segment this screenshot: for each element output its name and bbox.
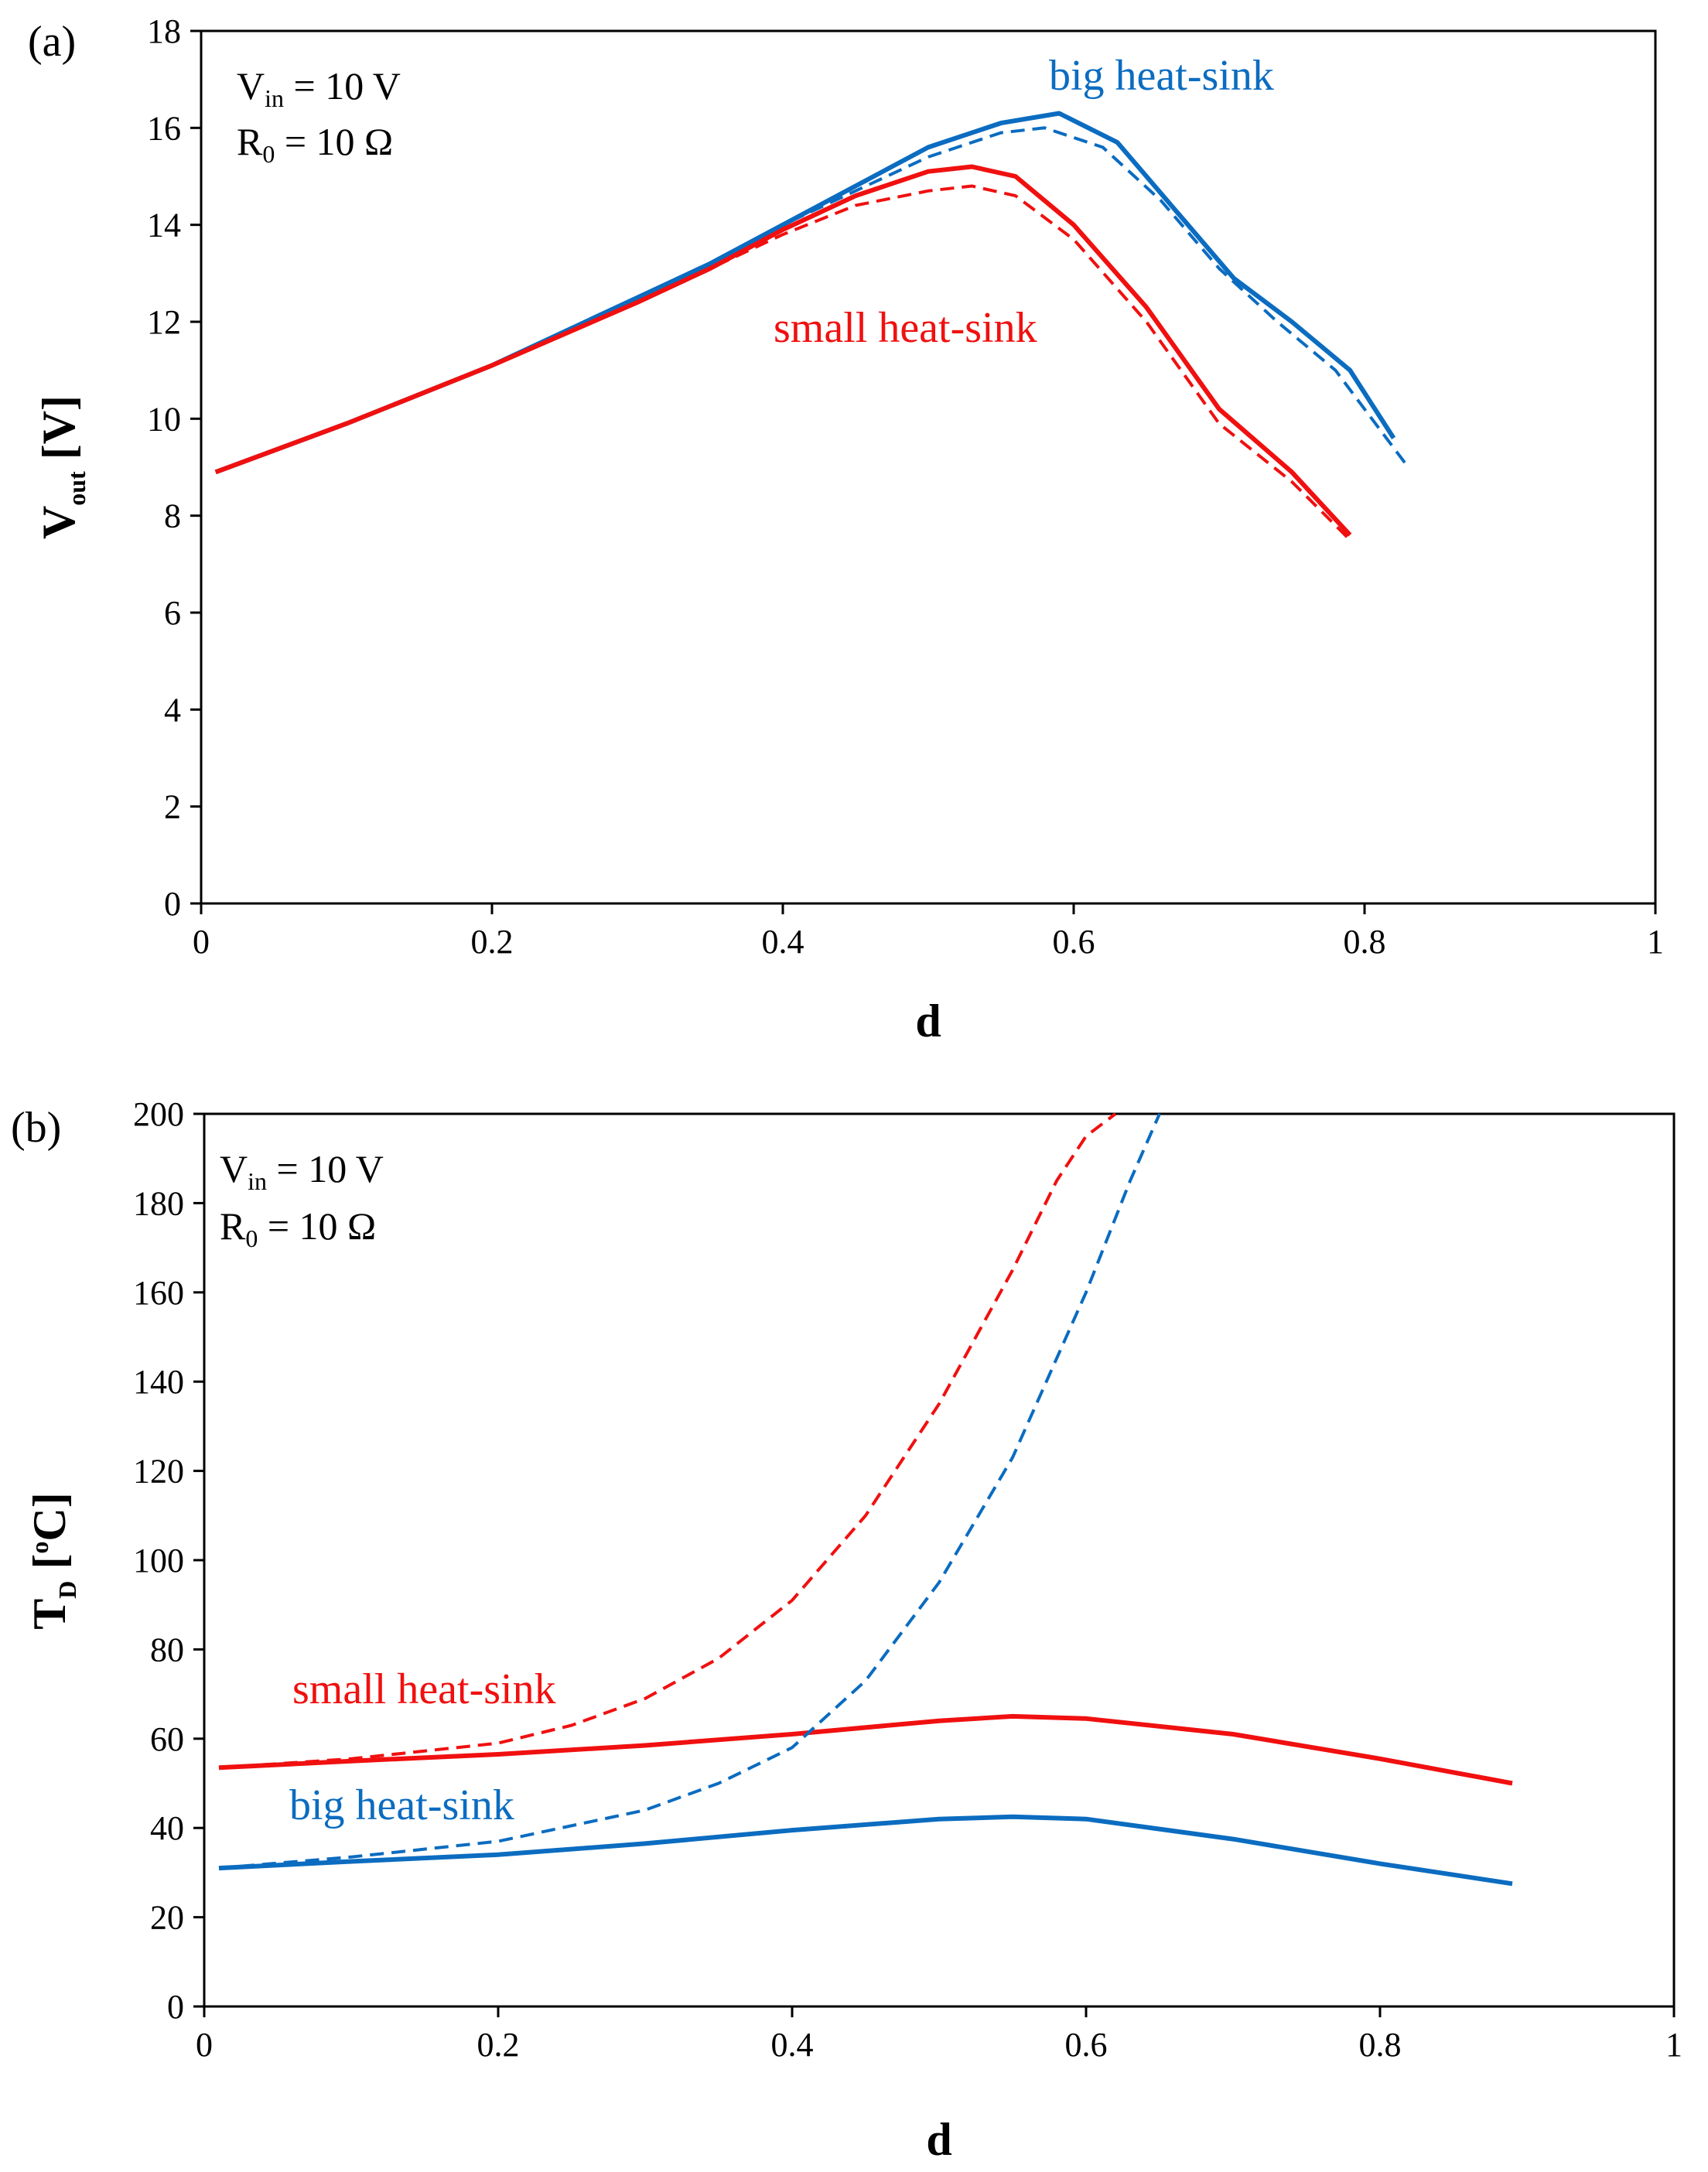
- panel-a-y-ticks: 0 2 4 6 8 10 12 14 16 18: [147, 12, 201, 923]
- panel-a-x-tick-label: 0.6: [1053, 923, 1095, 961]
- panel-b-x-tick-label: 0.4: [771, 2026, 814, 2064]
- panel-a: (a) 0 2 4 6 8 10 12 14 16 18 0 0.2 0.4 0.6 0.8 1 d Vou…: [28, 12, 1664, 1047]
- panel-b-x-tick-label: 0.6: [1065, 2026, 1108, 2064]
- panel-a-y-tick-label: 4: [164, 691, 181, 729]
- panel-a-y-tick-label: 14: [147, 207, 181, 244]
- panel-b-series-blue-solid: [218, 1814, 1513, 1887]
- panel-b-series-blue-dashed: [218, 1113, 1161, 1870]
- panel-b-x-tick-label: 0.2: [477, 2026, 520, 2064]
- panel-b-y-tick-label: 80: [150, 1631, 184, 1668]
- panel-a-label-big-heat-sink: big heat-sink: [1049, 52, 1274, 100]
- panel-a-x-tick-label: 0.2: [471, 923, 514, 961]
- panel-a-x-tick-label: 0.4: [762, 923, 804, 961]
- panel-a-y-tick-label: 0: [164, 885, 181, 923]
- panel-b-label-big-heat-sink: big heat-sink: [289, 1781, 514, 1829]
- panel-b-y-tick-label: 160: [133, 1274, 184, 1312]
- panel-a-y-tick-label: 6: [164, 594, 181, 632]
- panel-b-y-tick-label: 180: [133, 1184, 184, 1222]
- panel-b-param-r0: R0 = 10 Ω: [220, 1204, 376, 1252]
- panel-b-y-axis-title: TD [oC]: [24, 1492, 81, 1629]
- panel-b-series-red-dashed: [218, 1112, 1117, 1770]
- panel-a-x-tick-label: 0: [193, 923, 210, 961]
- panel-b-y-tick-label: 20: [150, 1899, 184, 1937]
- panel-a-series: [214, 111, 1409, 541]
- panel-b-x-tick-label: 1: [1665, 2026, 1682, 2064]
- panel-a-label-small-heat-sink: small heat-sink: [774, 304, 1037, 352]
- panel-a-param-r0: R0 = 10 Ω: [237, 120, 393, 168]
- panel-a-y-tick-label: 18: [147, 12, 181, 50]
- panel-b-y-tick-label: 140: [133, 1363, 184, 1401]
- panel-a-x-tick-label: 1: [1647, 923, 1664, 961]
- panel-a-series-red-dashed: [215, 184, 1351, 541]
- panel-b-series: [218, 1112, 1513, 1887]
- panel-b-x-tick-label: 0: [196, 2026, 213, 2064]
- panel-b-label: (b): [11, 1104, 61, 1152]
- panel-a-x-ticks: 0 0.2 0.4 0.6 0.8 1: [193, 903, 1664, 961]
- panel-b-y-tick-label: 200: [133, 1095, 184, 1133]
- panel-a-y-tick-label: 12: [147, 303, 181, 341]
- panel-b-x-axis-title: d: [926, 2114, 951, 2165]
- panel-b-x-tick-label: 0.8: [1359, 2026, 1402, 2064]
- panel-a-y-tick-label: 2: [164, 788, 181, 826]
- panel-a-y-tick-label: 16: [147, 109, 181, 147]
- panel-b-param-vin: Vin = 10 V: [220, 1147, 384, 1195]
- panel-b-y-tick-label: 120: [133, 1453, 184, 1491]
- panel-a-param-vin: Vin = 10 V: [237, 64, 401, 112]
- panel-a-x-tick-label: 0.8: [1344, 923, 1386, 961]
- panel-b-x-ticks: 0 0.2 0.4 0.6 0.8 1: [196, 2006, 1682, 2064]
- panel-a-x-axis-title: d: [915, 996, 941, 1047]
- panel-b-y-tick-label: 60: [150, 1720, 184, 1758]
- panel-a-y-axis-title: Vout [V]: [33, 395, 91, 539]
- panel-a-y-tick-label: 8: [164, 497, 181, 535]
- panel-b-y-tick-label: 0: [167, 1988, 184, 2026]
- panel-a-y-tick-label: 10: [147, 400, 181, 438]
- panel-b-series-red-solid: [218, 1713, 1513, 1786]
- panel-b-y-tick-label: 40: [150, 1809, 184, 1847]
- panel-a-plot-area: [200, 29, 1657, 905]
- panel-b-label-small-heat-sink: small heat-sink: [292, 1665, 556, 1713]
- panel-a-label: (a): [28, 18, 76, 66]
- panel-b-y-tick-label: 100: [133, 1542, 184, 1579]
- panel-b-y-ticks: 0 20 40 60 80 100 120 140 160 180 200: [133, 1095, 204, 2026]
